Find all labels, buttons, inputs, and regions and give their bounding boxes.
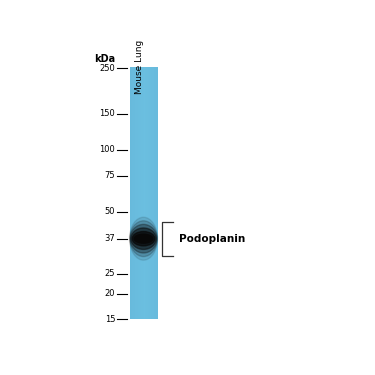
Text: 150: 150	[99, 109, 115, 118]
Ellipse shape	[131, 228, 156, 249]
Ellipse shape	[129, 217, 158, 260]
Text: 37: 37	[104, 234, 115, 243]
Text: 20: 20	[105, 289, 115, 298]
Text: Mouse Lung: Mouse Lung	[135, 39, 144, 94]
Text: kDa: kDa	[94, 54, 115, 64]
Text: 75: 75	[105, 171, 115, 180]
Ellipse shape	[132, 231, 155, 246]
Text: 250: 250	[99, 64, 115, 73]
Text: Podoplanin: Podoplanin	[179, 234, 245, 244]
Text: 50: 50	[105, 207, 115, 216]
Text: 25: 25	[105, 269, 115, 278]
Ellipse shape	[136, 236, 150, 241]
Text: 100: 100	[99, 146, 115, 154]
Text: 15: 15	[105, 315, 115, 324]
Ellipse shape	[130, 221, 158, 256]
Ellipse shape	[130, 224, 157, 253]
Ellipse shape	[134, 234, 153, 243]
